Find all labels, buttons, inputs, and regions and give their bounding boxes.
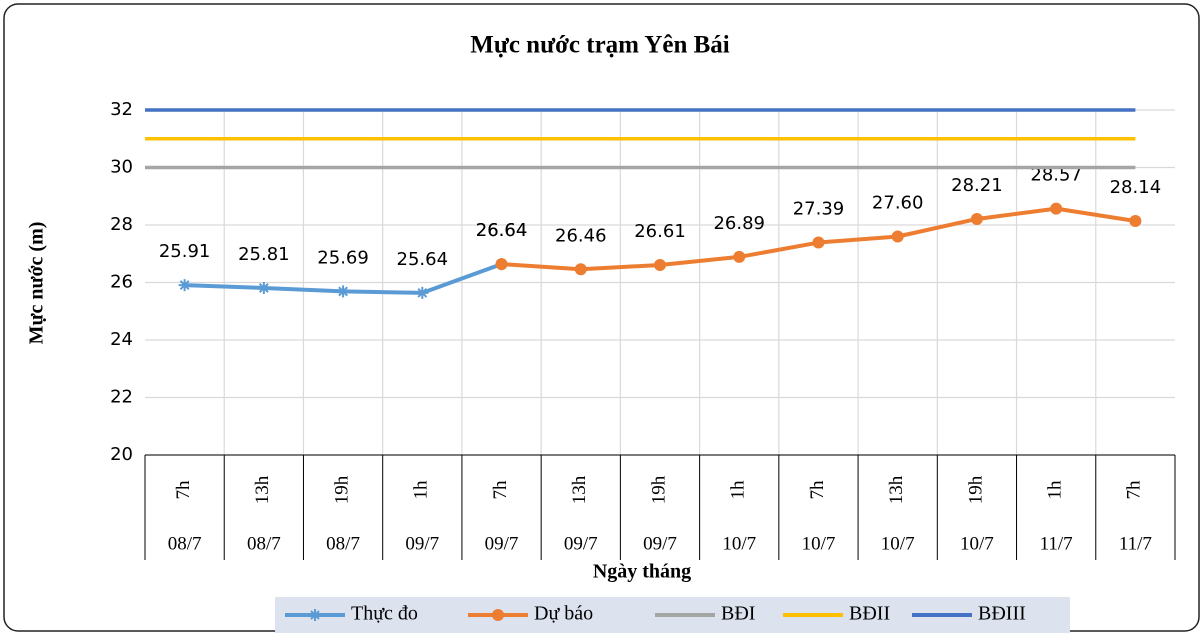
x-group-label: 10/7 bbox=[722, 533, 756, 554]
y-tick-label: 22 bbox=[110, 387, 133, 408]
x-group-label: 09/7 bbox=[564, 533, 598, 554]
x-group-label: 10/7 bbox=[960, 533, 994, 554]
data-label: 27.39 bbox=[793, 199, 845, 220]
x-tick-label: 13h bbox=[886, 475, 907, 504]
marker bbox=[1050, 202, 1063, 215]
legend-marker bbox=[492, 609, 504, 621]
data-label: 25.69 bbox=[317, 247, 369, 268]
marker bbox=[337, 285, 350, 298]
marker bbox=[970, 212, 983, 225]
legend-label: Dự báo bbox=[534, 603, 593, 625]
y-tick-label: 28 bbox=[110, 214, 133, 235]
data-label: 26.89 bbox=[713, 213, 765, 234]
x-group-label: 08/7 bbox=[247, 533, 281, 554]
x-group-label: 10/7 bbox=[881, 533, 915, 554]
legend-label: Thực đo bbox=[351, 603, 418, 625]
marker bbox=[178, 279, 191, 292]
marker bbox=[733, 250, 746, 263]
y-tick-label: 30 bbox=[110, 157, 133, 178]
x-group-label: 10/7 bbox=[802, 533, 836, 554]
data-label: 26.46 bbox=[555, 225, 607, 246]
x-tick-label: 7h bbox=[1124, 480, 1145, 500]
marker bbox=[574, 263, 587, 276]
data-label: 26.64 bbox=[476, 220, 528, 241]
marker bbox=[812, 236, 825, 249]
x-tick-label: 7h bbox=[807, 480, 828, 500]
data-label: 25.81 bbox=[238, 244, 290, 265]
x-axis-title: Ngày tháng bbox=[593, 561, 691, 583]
x-tick-label: 19h bbox=[331, 475, 352, 504]
marker bbox=[257, 281, 270, 294]
x-group-label: 08/7 bbox=[326, 533, 360, 554]
x-tick-label: 1h bbox=[411, 480, 432, 500]
x-tick-label: 19h bbox=[648, 475, 669, 504]
marker bbox=[1129, 214, 1142, 227]
data-label: 28.21 bbox=[951, 175, 1003, 196]
x-tick-label: 1h bbox=[1045, 480, 1066, 500]
data-label: 26.61 bbox=[634, 221, 686, 242]
data-label: 25.91 bbox=[159, 241, 211, 262]
legend-marker bbox=[309, 609, 321, 621]
x-tick-label: 7h bbox=[173, 480, 194, 500]
marker bbox=[654, 258, 666, 271]
marker bbox=[495, 258, 508, 271]
x-group-label: 08/7 bbox=[168, 533, 202, 554]
y-tick-label: 24 bbox=[110, 329, 133, 350]
data-label: 28.57 bbox=[1030, 165, 1082, 186]
x-tick-label: 13h bbox=[252, 475, 273, 504]
data-label: 27.60 bbox=[872, 193, 924, 214]
x-group-label: 11/7 bbox=[1040, 533, 1073, 554]
x-group-label: 09/7 bbox=[643, 533, 677, 554]
legend-label: BĐII bbox=[849, 603, 890, 625]
x-tick-label: 13h bbox=[569, 475, 590, 504]
x-tick-label: 1h bbox=[728, 480, 749, 500]
legend-label: BĐIII bbox=[978, 603, 1026, 625]
x-tick-label: 19h bbox=[965, 475, 986, 504]
legend-label: BĐI bbox=[721, 603, 755, 625]
y-tick-label: 26 bbox=[110, 272, 133, 293]
y-tick-label: 20 bbox=[110, 444, 133, 465]
x-tick-label: 7h bbox=[490, 480, 511, 500]
x-group-label: 09/7 bbox=[485, 533, 519, 554]
data-label: 25.64 bbox=[397, 249, 449, 270]
marker bbox=[416, 286, 429, 299]
x-group-label: 09/7 bbox=[405, 533, 439, 554]
data-label: 26.64 bbox=[476, 220, 528, 241]
x-group-label: 11/7 bbox=[1119, 533, 1152, 554]
chart-title: Mực nước trạm Yên Bái bbox=[470, 32, 730, 59]
y-tick-label: 32 bbox=[110, 99, 133, 120]
marker bbox=[891, 230, 904, 243]
data-label: 28.14 bbox=[1110, 177, 1162, 198]
y-axis-title: Mực nước (m) bbox=[26, 222, 48, 345]
